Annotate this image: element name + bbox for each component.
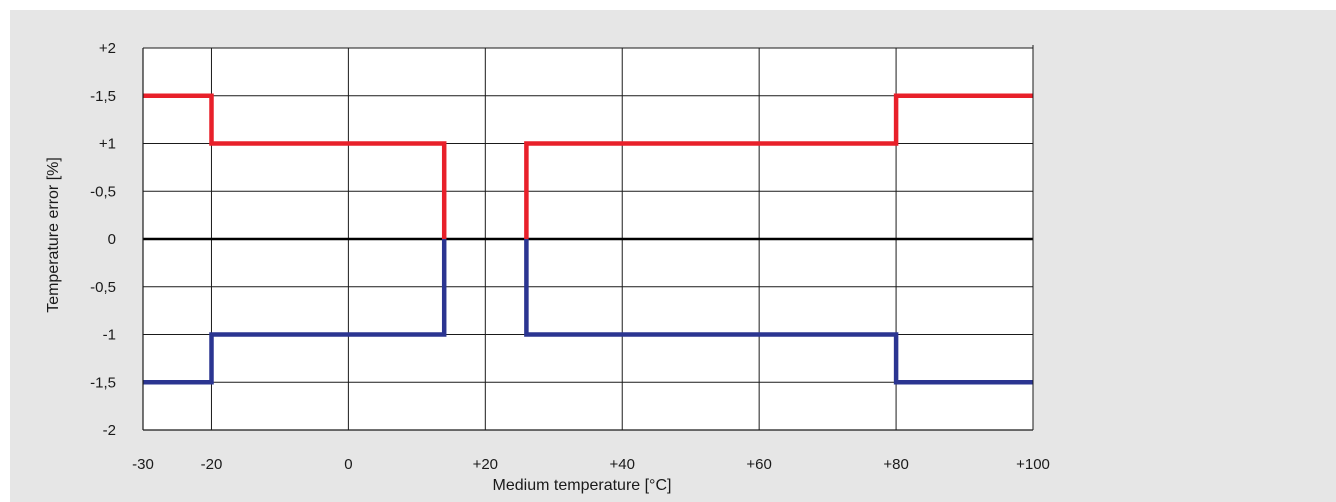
y-tick-label: -2 <box>103 422 116 439</box>
series-line-3 <box>143 239 447 385</box>
x-axis-label: Medium temperature [°C] <box>493 477 672 494</box>
series-line-1 <box>143 93 447 239</box>
y-tick-label: 0 <box>108 231 116 248</box>
y-axis-label: Temperature error [%] <box>45 157 62 313</box>
series-lines <box>143 93 1033 385</box>
series-line-4 <box>524 239 1033 385</box>
y-tick-label: -1 <box>103 327 116 344</box>
x-tick-label: +100 <box>1016 456 1050 473</box>
y-tick-label: -1,5 <box>90 374 116 391</box>
y-tick-label: -1,5 <box>90 88 116 105</box>
x-tick-label: -20 <box>201 456 223 473</box>
x-tick-label: +80 <box>883 456 908 473</box>
y-tick-label: +1 <box>99 136 116 153</box>
x-tick-label: -30 <box>132 456 154 473</box>
series-line-2 <box>524 93 1033 239</box>
y-tick-label: -0,5 <box>90 279 116 296</box>
x-tick-label: 0 <box>344 456 352 473</box>
x-tick-label: +40 <box>610 456 635 473</box>
axis-frame <box>142 45 1034 431</box>
y-tick-label: -0,5 <box>90 183 116 200</box>
x-tick-label: +60 <box>746 456 771 473</box>
y-tick-labels: +2 -1,5 +1 -0,5 0 -0,5 -1 -1,5 -2 <box>90 40 116 439</box>
x-tick-labels: -30 -20 0 +20 +40 +60 +80 +100 <box>132 456 1050 473</box>
y-tick-label: +2 <box>99 40 116 57</box>
x-tick-label: +20 <box>473 456 498 473</box>
